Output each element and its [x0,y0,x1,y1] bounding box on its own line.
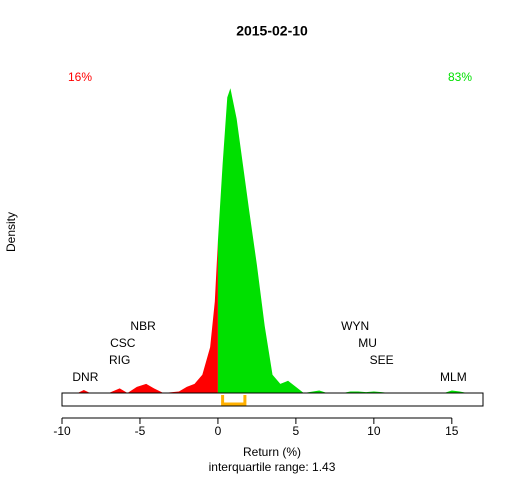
x-tick-label: 5 [293,424,300,438]
subtitle: interquartile range: 1.43 [209,460,336,474]
stock-label: MLM [440,370,467,384]
x-tick-label: 0 [215,424,222,438]
x-tick-label: -10 [53,424,71,438]
right-share: 83% [448,70,472,84]
stock-label: SEE [370,353,394,367]
y-axis-label: Density [4,212,18,252]
stock-label: CSC [110,336,136,350]
iqr-box [61,392,484,407]
positive-area [217,88,484,393]
stock-label: MU [358,336,377,350]
chart-title: 2015-02-10 [236,23,308,39]
x-axis-label: Return (%) [243,445,301,459]
left-share: 16% [68,70,92,84]
x-tick-label: -5 [135,424,146,438]
stock-label: DNR [72,370,98,384]
iqr-bracket [221,395,247,406]
x-tick-label: 10 [367,424,381,438]
stock-label: NBR [130,319,156,333]
x-tick-label: 15 [445,424,459,438]
stock-label: WYN [341,319,369,333]
stock-label: RIG [109,353,130,367]
negative-area [62,240,218,393]
